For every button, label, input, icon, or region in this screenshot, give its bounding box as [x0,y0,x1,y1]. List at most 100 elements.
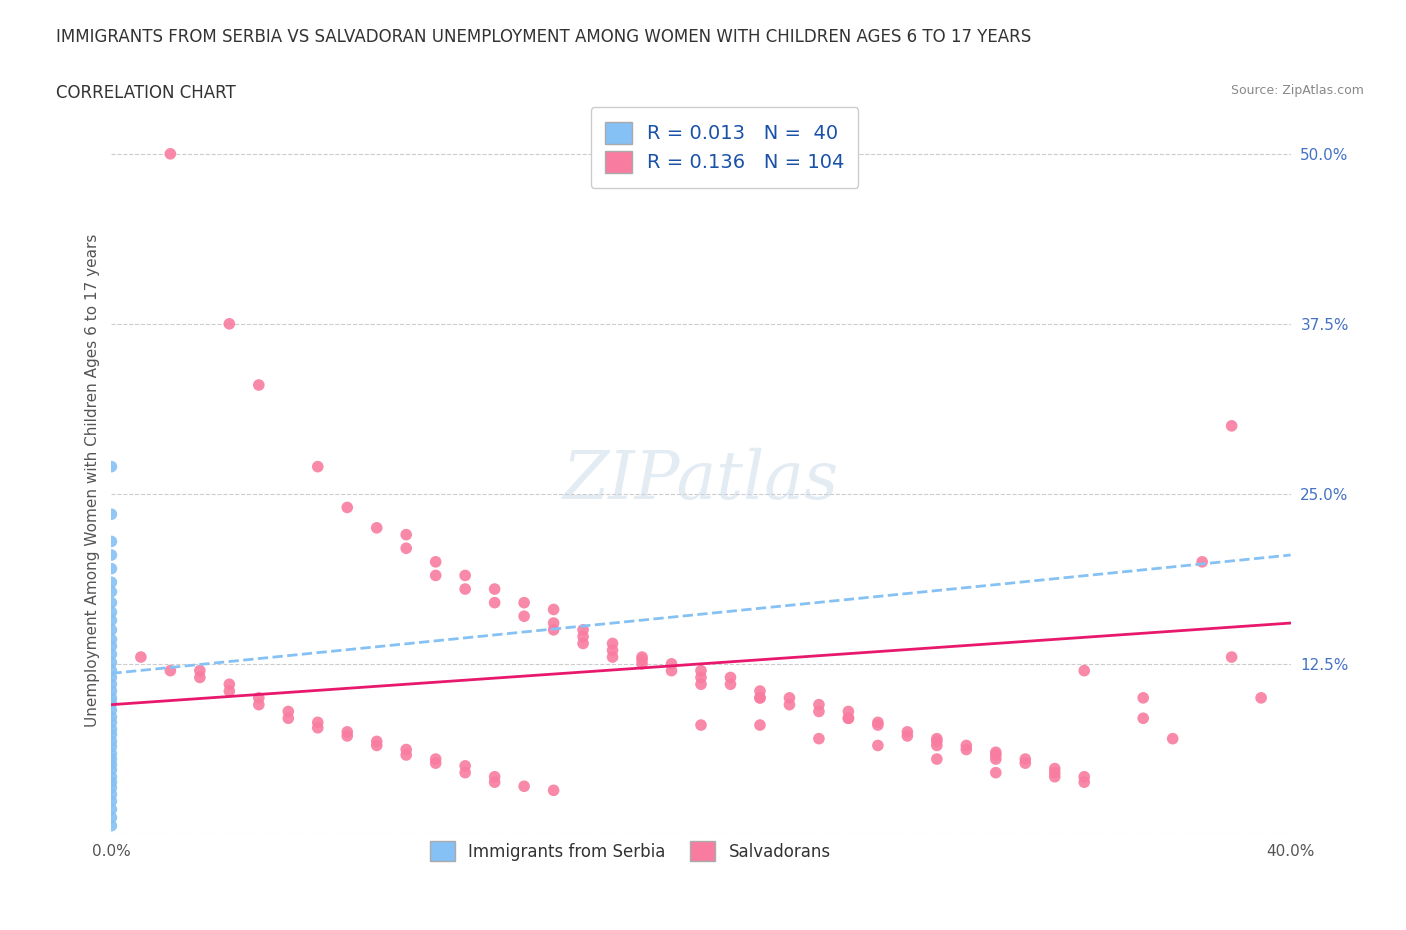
Point [336,728,359,743]
Point [247,698,270,712]
Point [425,751,447,766]
Point [631,652,654,667]
Point [100,561,122,576]
Point [1220,650,1243,665]
Point [277,711,299,725]
Point [778,690,800,705]
Point [366,521,388,536]
Point [218,684,240,698]
Point [1132,690,1154,705]
Point [247,378,270,392]
Point [366,738,388,753]
Point [1191,554,1213,569]
Point [778,698,800,712]
Point [100,684,122,698]
Point [749,718,772,733]
Point [100,757,122,772]
Point [1220,418,1243,433]
Point [955,742,977,757]
Point [425,568,447,583]
Text: Source: ZipAtlas.com: Source: ZipAtlas.com [1230,84,1364,97]
Point [100,715,122,730]
Point [307,459,329,474]
Point [395,748,418,763]
Point [896,724,918,739]
Point [1014,756,1036,771]
Point [602,650,624,665]
Point [100,710,122,724]
Point [484,769,506,784]
Point [100,739,122,754]
Point [1132,711,1154,725]
Point [100,696,122,711]
Point [395,742,418,757]
Legend: Immigrants from Serbia, Salvadorans: Immigrants from Serbia, Salvadorans [423,834,838,868]
Point [100,727,122,742]
Point [1043,769,1066,784]
Point [955,738,977,753]
Point [100,670,122,684]
Point [749,690,772,705]
Point [1014,751,1036,766]
Point [837,711,859,725]
Point [218,316,240,331]
Point [1043,761,1066,776]
Point [395,527,418,542]
Point [513,778,536,793]
Point [572,630,595,644]
Point [100,507,122,522]
Point [100,763,122,777]
Text: CORRELATION CHART: CORRELATION CHART [56,84,236,101]
Point [720,677,742,692]
Point [100,769,122,784]
Point [454,568,477,583]
Point [690,670,713,684]
Point [307,715,329,730]
Point [1073,663,1095,678]
Point [100,751,122,766]
Point [100,639,122,654]
Point [631,650,654,665]
Point [100,734,122,749]
Point [690,677,713,692]
Point [100,746,122,761]
Point [366,734,388,749]
Point [1073,775,1095,790]
Point [188,670,211,684]
Point [307,721,329,736]
Point [866,718,889,733]
Point [100,677,122,692]
Point [807,704,830,719]
Point [631,657,654,671]
Point [454,581,477,596]
Point [513,609,536,624]
Point [602,636,624,651]
Point [543,602,565,617]
Point [100,663,122,678]
Text: IMMIGRANTS FROM SERBIA VS SALVADORAN UNEMPLOYMENT AMONG WOMEN WITH CHILDREN AGES: IMMIGRANTS FROM SERBIA VS SALVADORAN UNE… [56,28,1032,46]
Point [100,810,122,825]
Point [925,731,948,746]
Point [1043,765,1066,780]
Point [454,759,477,774]
Point [100,775,122,790]
Point [247,690,270,705]
Point [866,715,889,730]
Point [925,738,948,753]
Point [425,756,447,771]
Point [100,534,122,549]
Point [100,787,122,802]
Point [984,765,1007,780]
Y-axis label: Unemployment Among Women with Children Ages 6 to 17 years: Unemployment Among Women with Children A… [86,233,100,727]
Point [720,670,742,684]
Point [984,748,1007,763]
Point [100,818,122,833]
Point [513,595,536,610]
Point [100,690,122,705]
Point [661,657,683,671]
Point [425,554,447,569]
Point [837,704,859,719]
Point [100,655,122,670]
Point [100,575,122,590]
Point [100,703,122,718]
